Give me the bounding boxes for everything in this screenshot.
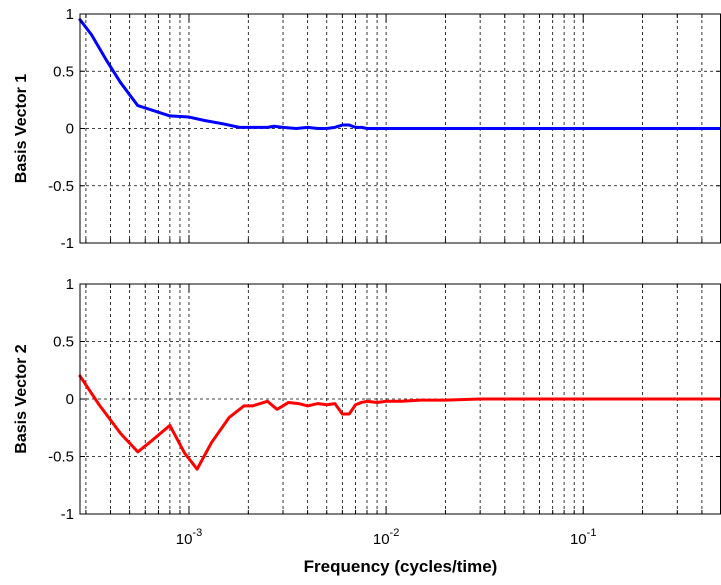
y-axis-label: Basis Vector 2 [13, 344, 30, 454]
x-tick-label: 10-1 [570, 527, 596, 548]
y-tick-label: 0 [66, 391, 74, 408]
x-tick-label: 10-2 [373, 527, 399, 548]
y-tick-label: -0.5 [48, 449, 74, 466]
y-tick-label: 0 [66, 121, 74, 138]
x-axis-label: Frequency (cycles/time) [304, 557, 498, 576]
chart-panel-2: 1 0.5 0 -0.5 -1 10-3 10-2 10-1 Basis Vector 2 Fre… [13, 276, 721, 576]
y-tick-label: 0.5 [53, 63, 74, 80]
y-axis-label: Basis Vector 1 [13, 74, 30, 184]
chart-panel-1: 1 0.5 0 -0.5 -1 Basis Vector 1 [13, 6, 721, 252]
y-tick-label: -0.5 [48, 178, 74, 195]
x-tick-label: 10-3 [176, 527, 202, 548]
y-tick-label: -1 [61, 235, 74, 252]
y-tick-label: 1 [66, 6, 74, 23]
series-line-2 [78, 374, 721, 471]
series-line-1 [78, 18, 721, 130]
y-tick-label: -1 [61, 506, 74, 523]
y-tick-label: 1 [66, 276, 74, 293]
y-tick-label: 0.5 [53, 334, 74, 351]
